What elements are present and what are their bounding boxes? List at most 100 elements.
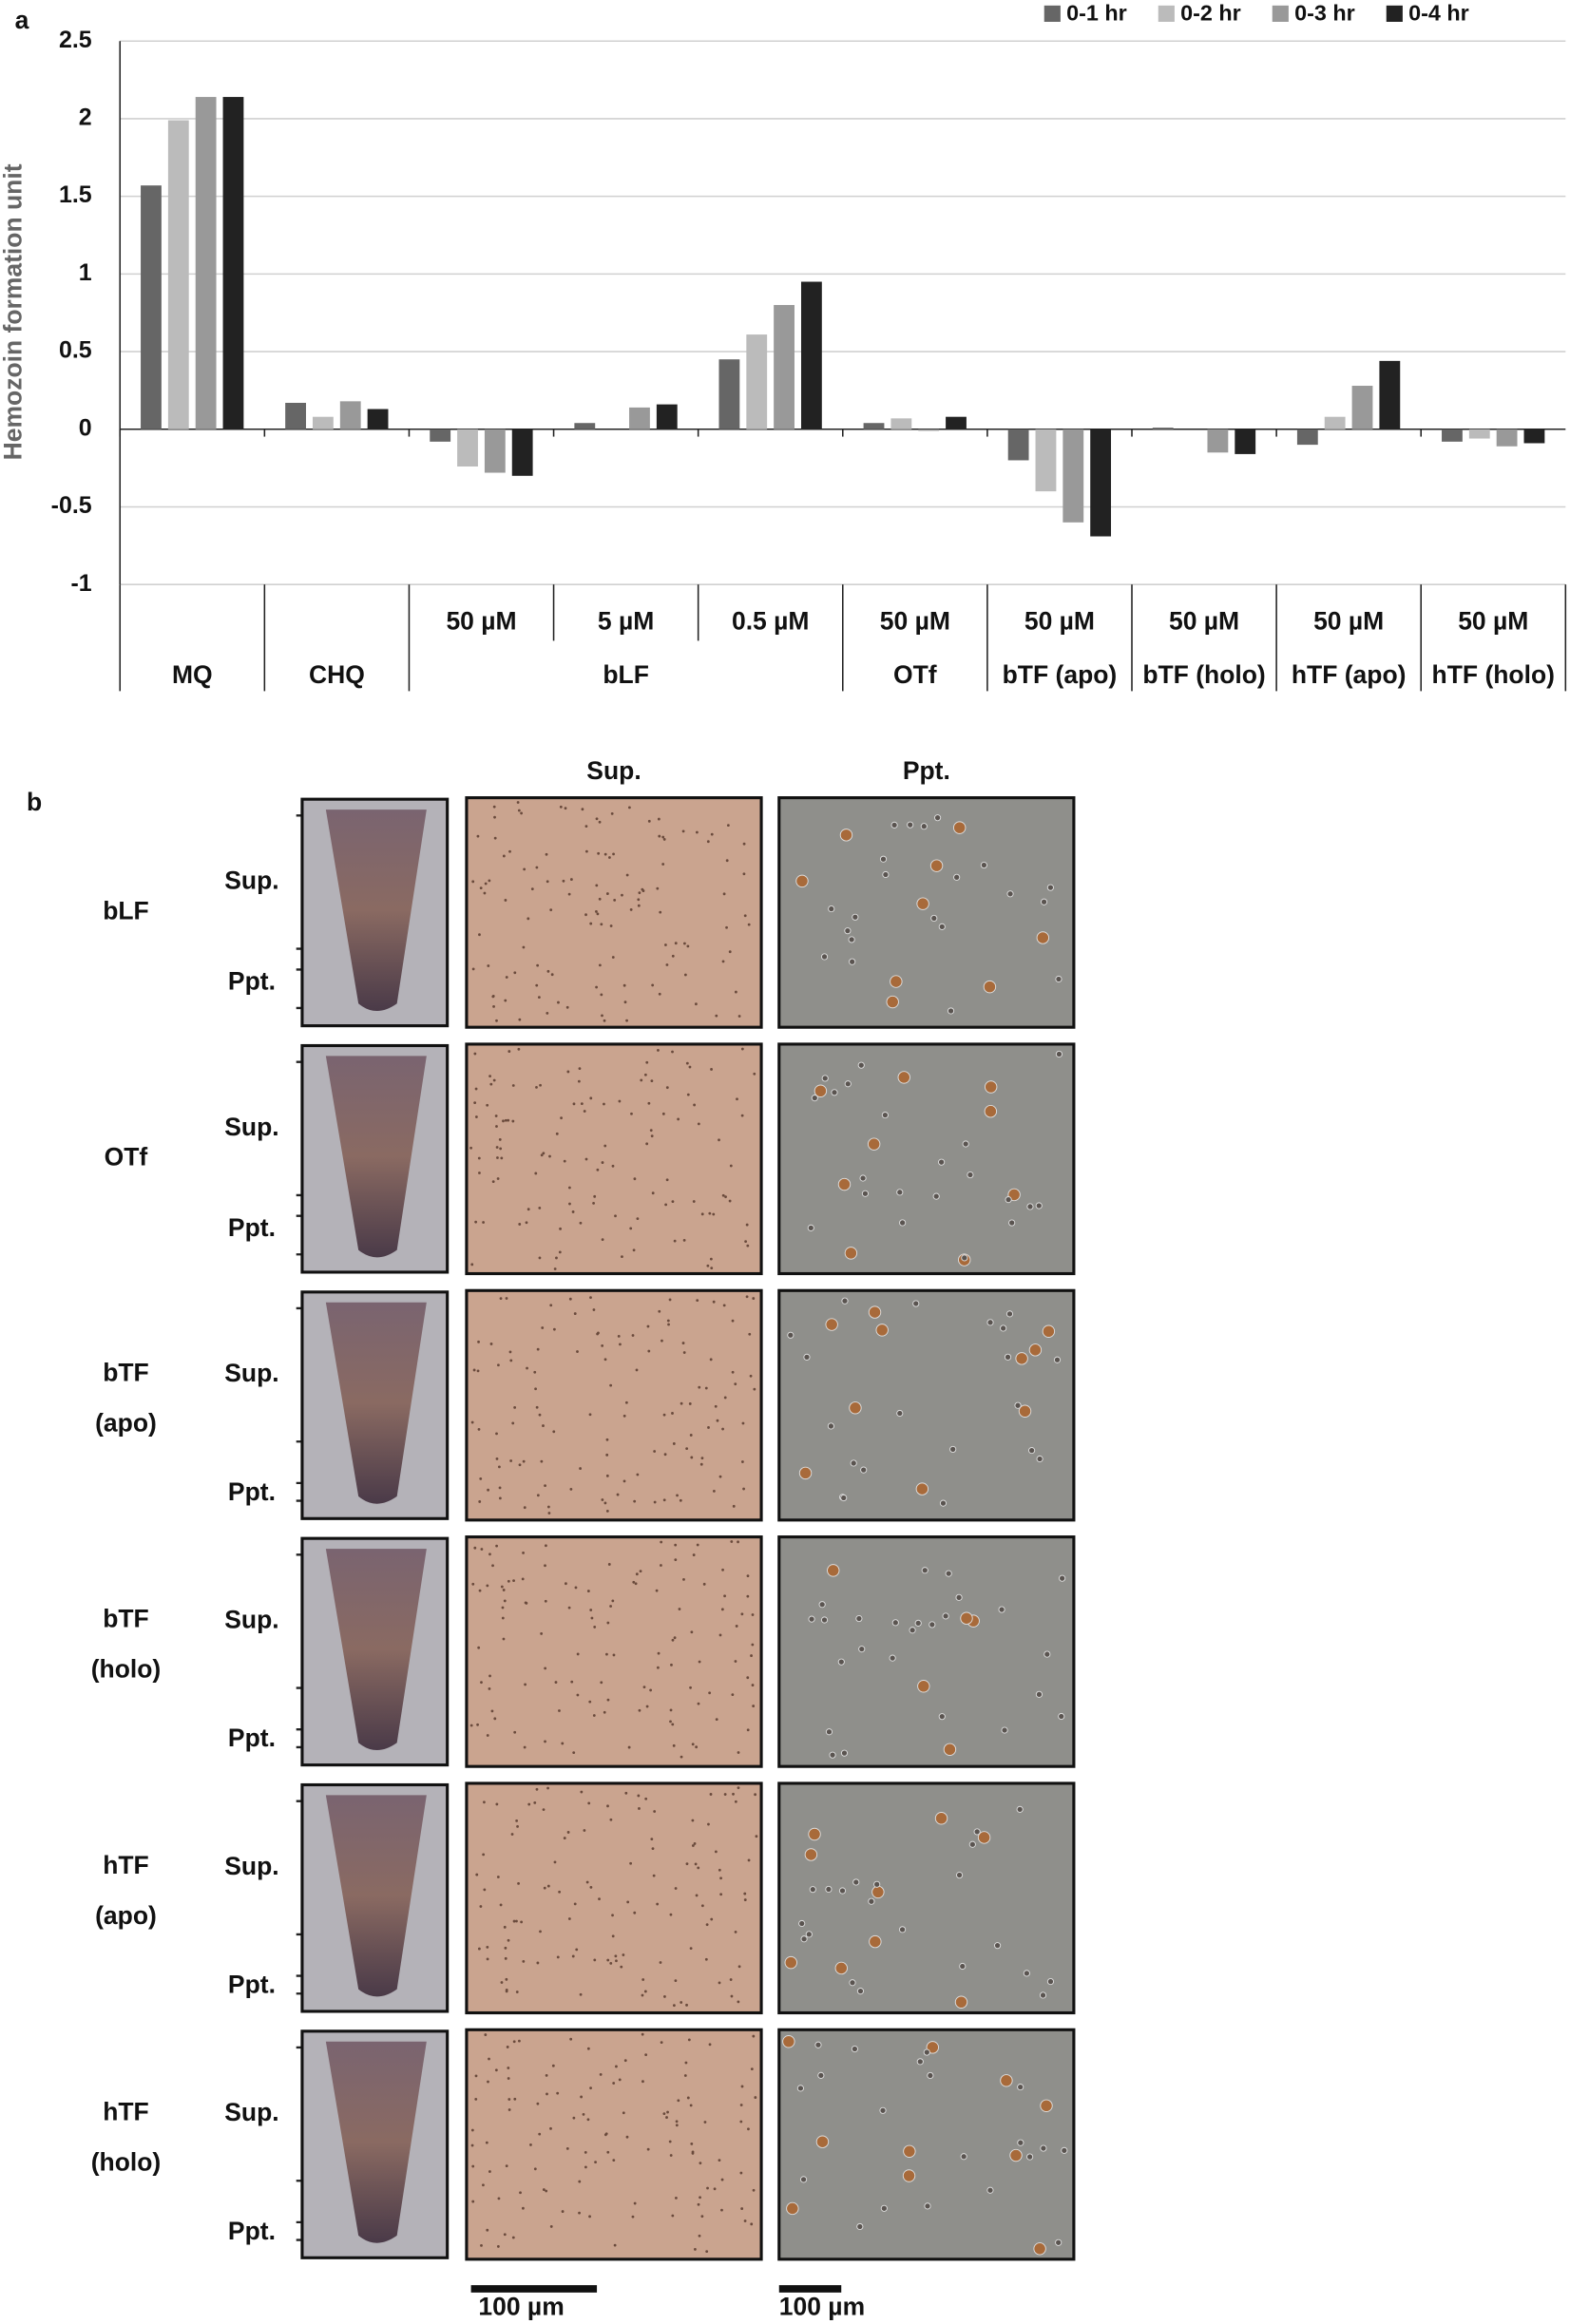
speckle — [546, 1505, 550, 1509]
speckle — [668, 2140, 672, 2143]
speckle — [699, 2162, 702, 2165]
speckle — [529, 2143, 532, 2146]
speckle — [712, 1300, 716, 1304]
speckle — [517, 1882, 520, 1885]
speckle — [710, 1267, 714, 1270]
speckle — [504, 1946, 507, 1950]
particle — [829, 1751, 836, 1759]
speckle — [558, 1250, 562, 1254]
particle — [1001, 1726, 1008, 1734]
speckle — [661, 1112, 665, 1115]
speckle — [600, 993, 603, 997]
speckle — [478, 933, 481, 937]
speckle — [601, 1161, 604, 1164]
speckle — [516, 801, 520, 804]
speckle — [622, 1953, 625, 1956]
speckle — [585, 1880, 589, 1884]
speckle — [560, 1116, 563, 1120]
particle — [803, 1353, 811, 1361]
y-tick-label: 2 — [79, 105, 92, 131]
speckle — [647, 819, 651, 823]
speckle — [704, 1957, 708, 1961]
particle — [882, 870, 890, 879]
speckle — [692, 1553, 696, 1556]
speckle — [696, 1543, 699, 1547]
speckle — [546, 1786, 549, 1790]
particle — [896, 1409, 904, 1418]
speckle — [550, 973, 554, 977]
speckle — [484, 882, 488, 886]
speckle — [525, 1221, 528, 1225]
speckle — [721, 1193, 725, 1197]
speckle — [734, 1930, 737, 1933]
bar — [1007, 429, 1029, 461]
speckle — [473, 1546, 477, 1550]
speckle — [742, 842, 746, 846]
speckle — [689, 2104, 693, 2107]
speckle — [737, 1786, 740, 1790]
bar — [141, 185, 162, 429]
speckle — [584, 1157, 588, 1161]
particle — [831, 1089, 838, 1096]
speckle — [682, 1238, 686, 1242]
particle — [1040, 898, 1048, 905]
speckle — [588, 1700, 592, 1704]
speckle — [482, 2183, 485, 2187]
speckle — [507, 1938, 510, 1942]
particle — [856, 1988, 865, 1995]
particle — [1005, 1310, 1014, 1318]
tube — [325, 1056, 427, 1258]
speckle — [543, 1886, 546, 1890]
sup-image — [465, 1042, 763, 1276]
speckle — [615, 2065, 618, 2068]
speckle — [624, 1400, 628, 1404]
speckle — [737, 1540, 739, 1544]
speckle — [709, 1793, 713, 1796]
speckle — [671, 1723, 675, 1726]
speckle — [540, 1153, 544, 1157]
speckle — [515, 1991, 519, 1993]
particle — [1028, 1447, 1036, 1455]
particle — [980, 861, 987, 869]
speckle — [488, 1674, 491, 1678]
particle — [1033, 2242, 1046, 2256]
speckle — [720, 2178, 724, 2181]
speckle — [542, 1152, 546, 1155]
speckle — [494, 2068, 498, 2072]
particle — [1017, 2084, 1024, 2091]
speckle — [730, 1994, 734, 1998]
speckle — [745, 1223, 749, 1227]
particle — [867, 1137, 881, 1151]
particle — [808, 1615, 815, 1623]
speckle — [486, 1957, 489, 1961]
speckle — [597, 851, 601, 855]
speckle — [595, 817, 599, 821]
speckle — [545, 2189, 548, 2193]
speckle — [545, 852, 548, 856]
speckle — [487, 964, 490, 967]
speckle — [593, 1194, 597, 1198]
speckle — [578, 2180, 582, 2183]
speckle — [564, 807, 567, 810]
particle — [875, 1324, 889, 1337]
speckle — [707, 1426, 710, 1429]
speckle — [658, 992, 661, 996]
speckle — [680, 1755, 683, 1759]
speckle — [611, 1164, 615, 1168]
speckle — [479, 1476, 483, 1480]
speckle — [578, 1067, 582, 1071]
particle — [952, 821, 967, 834]
speckle — [544, 1667, 547, 1670]
particle — [994, 1942, 1002, 1950]
particle — [839, 829, 853, 842]
speckle — [625, 2135, 629, 2139]
speckle — [475, 1873, 479, 1876]
speckle — [486, 1103, 489, 1107]
speckle — [605, 892, 609, 895]
speckle — [699, 2196, 701, 2200]
speckle — [664, 943, 667, 946]
speckle — [536, 1494, 540, 1497]
speckle — [507, 2067, 510, 2069]
speckle — [625, 873, 629, 877]
speckle — [718, 1868, 721, 1872]
